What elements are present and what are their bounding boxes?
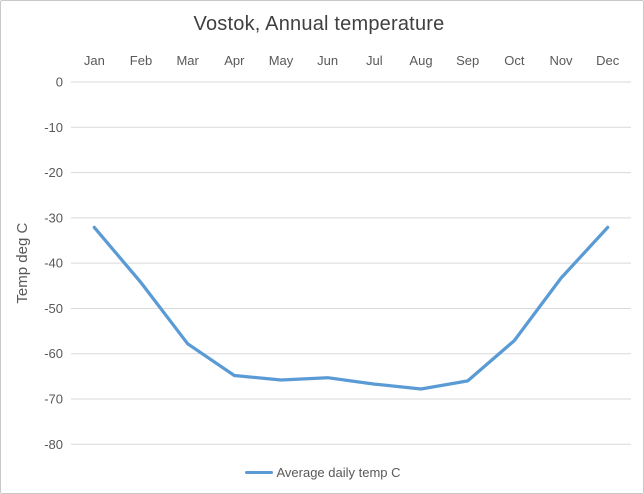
chart-title: Vostok, Annual temperature	[193, 13, 445, 35]
y-tick-label: -80	[44, 437, 63, 452]
legend-label: Average daily temp C	[276, 464, 401, 480]
y-tick-label: -60	[44, 346, 63, 361]
y-tick-label: 0	[56, 75, 63, 90]
y-tick-label: -10	[44, 120, 63, 135]
x-tick-label: Apr	[224, 53, 245, 68]
y-tick-label: -20	[44, 165, 63, 180]
y-tick-label: -70	[44, 392, 63, 407]
x-tick-label: May	[269, 53, 294, 68]
legend: Average daily temp C	[1, 463, 643, 481]
x-tick-label: Feb	[130, 53, 152, 68]
x-tick-label: Jul	[366, 53, 383, 68]
y-tick-label: -40	[44, 256, 63, 271]
x-tick-label: Sep	[456, 53, 479, 68]
x-tick-label: Jun	[317, 53, 338, 68]
x-tick-label: Dec	[596, 53, 620, 68]
y-tick-label: -30	[44, 210, 63, 225]
legend-line-swatch	[245, 470, 274, 474]
x-tick-label: Nov	[549, 53, 573, 68]
x-tick-label: Oct	[504, 53, 525, 68]
y-axis-title: Temp deg C	[14, 223, 31, 304]
y-tick-label: -50	[44, 301, 63, 316]
x-tick-label: Aug	[409, 53, 432, 68]
x-tick-label: Mar	[176, 53, 199, 68]
x-tick-label: Jan	[84, 53, 105, 68]
temperature-line	[92, 225, 610, 391]
